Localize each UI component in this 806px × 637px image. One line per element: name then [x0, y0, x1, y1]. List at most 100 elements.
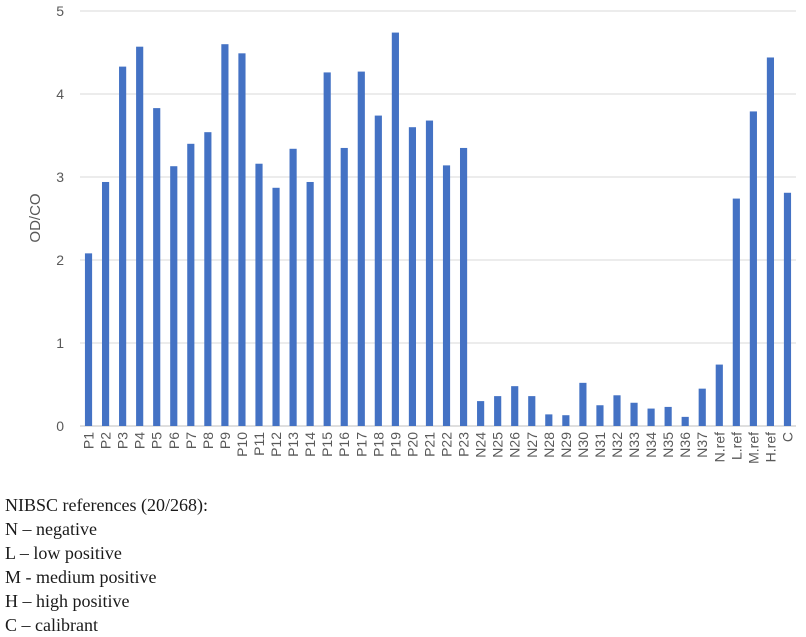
x-tick-label: N24 — [473, 432, 489, 458]
bar-p11 — [255, 163, 263, 426]
x-tick-label: P23 — [456, 432, 472, 457]
reference-calibrant: C – calibrant — [5, 615, 98, 635]
x-tick-label: N31 — [592, 432, 608, 458]
reference-negative: N – negative — [5, 519, 97, 539]
bar-p5 — [153, 108, 161, 427]
x-tick-label: N37 — [694, 432, 710, 458]
bar-n26 — [511, 386, 519, 426]
bar-p21 — [425, 120, 434, 426]
bar-n32 — [613, 395, 621, 426]
x-tick-label: P22 — [439, 432, 455, 457]
y-tick-label: 5 — [56, 3, 64, 19]
bar-l-ref — [732, 198, 740, 426]
bar-p15 — [323, 72, 331, 427]
x-tick-label: P10 — [234, 432, 250, 457]
reference-medium-positive: M - medium positive — [5, 567, 157, 587]
bar-p6 — [170, 166, 178, 426]
x-tick-label: P18 — [370, 432, 386, 457]
x-tick-label: P6 — [166, 432, 182, 449]
x-tick-label: P17 — [353, 432, 369, 457]
bar-p8 — [204, 132, 212, 426]
bar-n27 — [528, 396, 536, 426]
x-tick-label: P15 — [319, 432, 335, 457]
bar-p22 — [442, 165, 451, 426]
x-tick-label: N35 — [660, 432, 676, 458]
x-tick-label: N25 — [490, 432, 506, 458]
x-tick-label: P19 — [387, 432, 403, 457]
bar-n36 — [681, 416, 689, 426]
x-tick-label: M.ref — [745, 432, 761, 464]
bar-p12 — [272, 187, 280, 426]
bar-p23 — [459, 147, 468, 426]
x-tick-label: P12 — [268, 432, 284, 457]
x-tick-label: N30 — [575, 432, 591, 458]
x-tick-label: P8 — [200, 432, 216, 449]
bar-c — [783, 192, 792, 426]
bar-p9 — [221, 44, 229, 426]
x-tick-label: N26 — [507, 432, 523, 458]
bar-n-ref — [715, 364, 723, 426]
x-tick-label: P7 — [183, 432, 199, 449]
references-legend: NIBSC references (20/268): N – negative … — [5, 493, 208, 637]
x-tick-label: P14 — [302, 432, 318, 457]
y-tick-label: 4 — [56, 86, 64, 102]
bar-p14 — [306, 181, 314, 426]
x-tick-label: P11 — [251, 432, 267, 456]
y-tick-label: 0 — [56, 418, 64, 434]
x-axis-ticks: P1 P2 P3 P4 P5 P6 P7 P8 P9 P10 P11 P12 P13 P14 P15 P16 P… — [81, 432, 796, 464]
bar-h-ref — [766, 57, 775, 426]
x-tick-label: N27 — [524, 432, 540, 458]
bar-n24 — [477, 401, 485, 426]
bar-p3 — [119, 66, 127, 427]
reference-high-positive: H – high positive — [5, 591, 130, 611]
bar-n25 — [494, 396, 502, 426]
x-tick-label: P4 — [132, 432, 148, 449]
bar-n31 — [596, 405, 604, 426]
x-tick-label: P20 — [404, 432, 420, 457]
bar-m-ref — [749, 111, 757, 427]
reference-low-positive: L – low positive — [5, 543, 122, 563]
y-axis-label: OD/CO — [27, 193, 44, 242]
bar-n29 — [562, 415, 570, 426]
x-tick-label: N36 — [677, 432, 693, 458]
bar-n37 — [698, 388, 706, 426]
y-axis-ticks: 0 1 2 3 4 5 — [56, 3, 64, 434]
bar-p17 — [357, 71, 365, 426]
bar-p16 — [340, 147, 348, 426]
bar-n35 — [664, 406, 672, 426]
x-tick-label: N.ref — [711, 432, 727, 462]
bar-p19 — [391, 32, 399, 427]
x-tick-label: H.ref — [762, 432, 778, 462]
x-tick-label: N33 — [626, 432, 642, 458]
x-tick-label: L.ref — [728, 432, 744, 460]
bar-p7 — [187, 143, 195, 427]
bar-p2 — [101, 181, 110, 426]
bar-p13 — [289, 148, 297, 426]
references-heading: NIBSC references (20/268): — [5, 495, 208, 515]
x-tick-label: N34 — [643, 432, 659, 458]
x-tick-label: P16 — [336, 432, 352, 457]
x-tick-label: P5 — [149, 432, 165, 449]
bar-n28 — [545, 414, 553, 426]
bars — [84, 32, 792, 427]
x-tick-label: P1 — [81, 432, 97, 449]
bar-n30 — [579, 382, 587, 426]
bar-p4 — [136, 46, 144, 426]
bar-p1 — [84, 253, 93, 426]
x-tick-label: N29 — [558, 432, 574, 458]
bar-n33 — [630, 402, 638, 426]
x-tick-label: C — [779, 432, 795, 442]
y-tick-label: 3 — [56, 169, 64, 185]
x-tick-label: P2 — [98, 432, 114, 449]
x-tick-label: N32 — [609, 432, 625, 458]
y-tick-label: 1 — [56, 335, 64, 351]
x-tick-label: N28 — [541, 432, 557, 458]
bar-p10 — [238, 53, 246, 427]
x-tick-label: P13 — [285, 432, 301, 457]
bar-p18 — [374, 115, 382, 426]
x-tick-label: P21 — [421, 432, 437, 457]
od-co-bar-chart: 0 1 2 3 4 5 OD/CO P1 P2 P3 P4 P5 P6 P7 P8 P9 P10 P11 P12… — [27, 3, 796, 464]
bar-p20 — [408, 127, 417, 426]
x-tick-label: P9 — [217, 432, 233, 449]
y-tick-label: 2 — [56, 252, 64, 268]
